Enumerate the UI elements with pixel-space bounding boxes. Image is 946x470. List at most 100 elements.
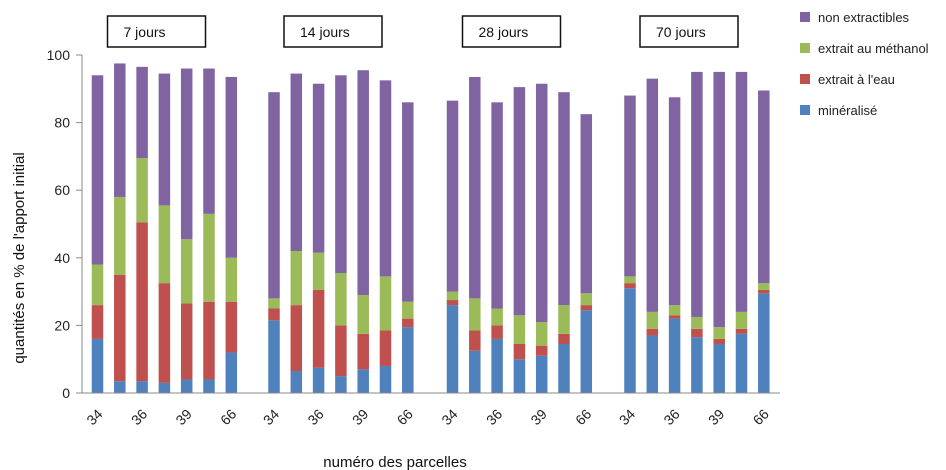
group-label-box: [283, 15, 383, 48]
x-tick-label: 36: [128, 406, 150, 428]
bar-segment: [758, 289, 770, 294]
x-tick-label: 34: [616, 406, 638, 428]
bar-segment: [513, 87, 526, 316]
bar-segment: [646, 78, 659, 312]
x-tick-label: 66: [217, 406, 239, 428]
bar-segment: [402, 301, 414, 319]
bar-segment: [469, 298, 481, 331]
bar-segment: [136, 381, 148, 393]
bar-segment: [335, 273, 347, 326]
bar-segment: [713, 338, 725, 344]
group-label: 7 jours: [124, 24, 166, 40]
bar-segment: [158, 382, 171, 393]
group-label-box: [106, 15, 207, 48]
bar-segment: [290, 305, 303, 372]
bar-segment: [225, 257, 238, 302]
bar-segment: [758, 293, 770, 393]
bar-segment: [180, 379, 193, 393]
bar-segment: [402, 318, 414, 328]
bar-segment: [446, 300, 459, 306]
bar-segment: [357, 294, 369, 334]
bar-segment: [713, 327, 725, 339]
bar-segment: [580, 305, 593, 311]
bar-segment: [290, 251, 303, 306]
bar-segment: [357, 70, 369, 295]
x-tick-label: 36: [483, 406, 505, 428]
bar-segment: [735, 328, 748, 334]
bar-segment: [535, 355, 548, 393]
bar-segment: [357, 369, 369, 393]
x-tick-label: 34: [260, 406, 282, 428]
group-label: 70 jours: [656, 24, 706, 40]
x-tick-label: 34: [83, 406, 105, 428]
bar-segment: [580, 310, 593, 393]
bar-segment: [203, 213, 215, 302]
bar-segment: [225, 76, 238, 258]
x-tick-label: 39: [705, 406, 727, 428]
bar-segment: [114, 381, 126, 393]
x-tick-label: 39: [349, 406, 371, 428]
bar-segment: [646, 335, 659, 393]
bar-segment: [312, 289, 325, 368]
x-tick-label: 36: [660, 406, 682, 428]
y-axis: 0 20 40 60 80 100: [47, 47, 83, 401]
bar-segment: [624, 95, 636, 277]
bar-segment: [335, 325, 347, 377]
bar-segment: [446, 291, 459, 301]
bar-segment: [91, 264, 104, 306]
group-label: 28 jours: [479, 24, 529, 40]
bar-segment: [136, 222, 148, 382]
x-tick-label: 66: [750, 406, 772, 428]
bar-segment: [268, 320, 280, 393]
bar-segment: [646, 311, 659, 329]
group-labels: 7 jours 14 jours 28 jours 70 jours: [106, 15, 739, 48]
bar-segment: [203, 68, 215, 214]
bar-segment: [491, 102, 503, 309]
x-tick-label: 66: [572, 406, 594, 428]
bar-segment: [624, 283, 636, 289]
legend-entry: minéralisé: [818, 103, 877, 118]
bar-segment: [513, 343, 526, 360]
bar-segment: [513, 359, 526, 393]
bar-segment: [268, 92, 280, 299]
bar-segment: [446, 100, 459, 292]
bar-segment: [225, 301, 238, 353]
legend-entry: extrait à l'eau: [818, 72, 895, 87]
bar-segment: [513, 315, 526, 344]
bar-segment: [290, 371, 303, 393]
bar-segment: [379, 330, 392, 366]
bar-segment: [668, 318, 681, 393]
bar-segment: [668, 315, 681, 319]
y-tick-label: 100: [47, 47, 71, 63]
bar-segment: [180, 239, 193, 304]
bar-segment: [535, 345, 548, 356]
legend-swatch: [800, 43, 810, 53]
bar-segment: [357, 333, 369, 370]
bar-segment: [114, 196, 126, 275]
bar-segment: [580, 114, 593, 294]
bar-segment: [91, 305, 104, 339]
bar-segment: [558, 305, 570, 334]
bar-segment: [558, 343, 570, 393]
x-axis: 34 36 39 66 34 36 39 66 34 36 39 66 34 36 39 66: [82, 392, 780, 428]
bar-segment: [379, 80, 392, 277]
bar-segment: [535, 83, 548, 323]
x-tick-label: 39: [527, 406, 549, 428]
y-tick-label: 60: [54, 182, 70, 198]
bar-segment: [535, 322, 548, 346]
x-tick-label: 39: [172, 406, 194, 428]
y-axis-title: quantités en % de l'apport initial: [11, 152, 28, 363]
bar-segment: [158, 283, 171, 383]
bar-segment: [580, 293, 593, 306]
bar-segment: [735, 71, 748, 312]
bar-segment: [758, 283, 770, 290]
bar-segment: [691, 337, 703, 393]
bar-segment: [691, 328, 703, 338]
y-tick-label: 40: [54, 250, 70, 266]
legend-entry: non extractibles: [818, 10, 910, 25]
bar-segment: [335, 75, 347, 274]
legend-swatch: [800, 12, 810, 22]
bar-segment: [668, 97, 681, 306]
bar-segment: [180, 68, 193, 240]
